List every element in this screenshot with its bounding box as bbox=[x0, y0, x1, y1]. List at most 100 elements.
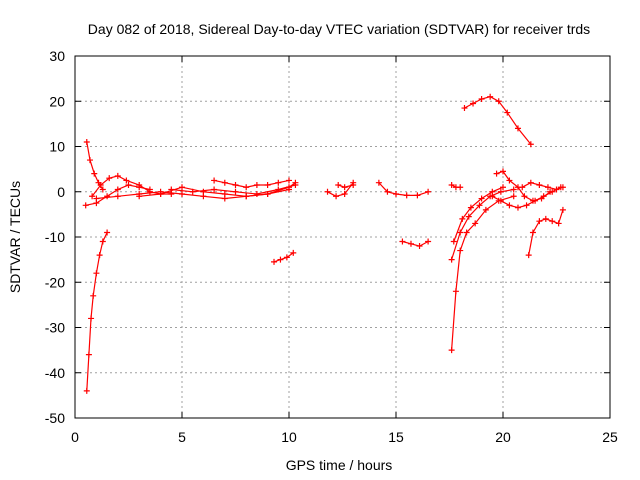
data-point bbox=[89, 193, 96, 200]
grid bbox=[75, 56, 610, 418]
series-trace bbox=[86, 232, 108, 391]
data-point bbox=[532, 197, 539, 204]
x-tick-label: 20 bbox=[495, 429, 511, 445]
data-point bbox=[393, 191, 399, 198]
data-point bbox=[341, 191, 348, 198]
data-point bbox=[384, 188, 391, 195]
data-point bbox=[514, 125, 521, 132]
data-point bbox=[540, 193, 547, 200]
data-point bbox=[448, 181, 455, 188]
series-arc-17 bbox=[448, 181, 464, 191]
data-point bbox=[527, 179, 534, 186]
data-point bbox=[99, 238, 106, 245]
data-point bbox=[211, 177, 218, 184]
data-point bbox=[414, 192, 421, 199]
series-arc-10 bbox=[324, 179, 357, 200]
data-point bbox=[93, 270, 100, 277]
data-point bbox=[549, 218, 556, 225]
data-point bbox=[97, 181, 104, 188]
data-point bbox=[350, 181, 357, 188]
data-point bbox=[452, 288, 459, 295]
series-trace bbox=[378, 182, 429, 196]
data-point bbox=[277, 256, 284, 263]
series-trace bbox=[327, 182, 354, 197]
data-point bbox=[83, 138, 90, 145]
data-point bbox=[493, 170, 500, 177]
y-axis-label: SDTVAR / TECUs bbox=[7, 181, 23, 293]
data-point bbox=[559, 206, 566, 213]
data-point bbox=[457, 184, 464, 191]
y-tick-label: -40 bbox=[45, 365, 65, 381]
data-point bbox=[85, 351, 92, 358]
data-point bbox=[495, 98, 502, 105]
data-point bbox=[519, 184, 526, 191]
data-point bbox=[529, 229, 536, 236]
series-trace bbox=[453, 186, 504, 242]
data-point bbox=[106, 175, 113, 182]
data-point bbox=[200, 188, 207, 195]
data-point bbox=[497, 197, 504, 204]
data-point bbox=[542, 215, 549, 222]
series-arc-21 bbox=[525, 206, 566, 259]
series-arc-16 bbox=[450, 184, 506, 245]
data-point bbox=[243, 184, 250, 191]
x-tick-label: 0 bbox=[71, 429, 79, 445]
series-arc-14 bbox=[448, 193, 517, 354]
y-tick-label: 30 bbox=[49, 48, 65, 64]
data-point bbox=[82, 202, 89, 209]
chart-title: Day 082 of 2018, Sidereal Day-to-day VTE… bbox=[88, 21, 590, 37]
data-point bbox=[275, 179, 282, 186]
data-point bbox=[399, 238, 406, 245]
data-point bbox=[461, 105, 468, 112]
data-point bbox=[375, 179, 382, 186]
series-arc-22 bbox=[519, 179, 566, 193]
data-point bbox=[283, 254, 290, 261]
data-point bbox=[478, 195, 485, 202]
data-point bbox=[333, 193, 340, 200]
series-arc-1 bbox=[83, 229, 111, 394]
data-point bbox=[286, 177, 292, 184]
series-arc-9 bbox=[271, 249, 297, 265]
data-point bbox=[275, 186, 282, 193]
data-point bbox=[123, 177, 130, 184]
axis-ticks bbox=[74, 55, 611, 419]
data-point bbox=[553, 186, 560, 193]
data-point bbox=[457, 247, 464, 254]
y-tick-labels: 30 20 10 0 -10 -20 -30 -40 -50 bbox=[45, 48, 65, 426]
data-point bbox=[555, 220, 562, 227]
series-trace bbox=[273, 252, 294, 263]
data-point bbox=[179, 184, 185, 191]
data-point bbox=[146, 188, 153, 195]
series-group bbox=[82, 93, 566, 394]
data-point bbox=[525, 252, 532, 259]
x-tick-label: 5 bbox=[178, 429, 186, 445]
data-point bbox=[510, 193, 517, 200]
data-point bbox=[253, 191, 260, 198]
data-point bbox=[472, 220, 479, 227]
data-point bbox=[290, 249, 297, 256]
data-point bbox=[527, 141, 534, 148]
data-point bbox=[425, 238, 432, 245]
series-arc-7 bbox=[168, 181, 299, 198]
data-point bbox=[168, 186, 175, 193]
x-tick-label: 10 bbox=[281, 429, 297, 445]
x-tick-label: 15 bbox=[388, 429, 404, 445]
data-point bbox=[88, 315, 95, 322]
data-point bbox=[500, 184, 506, 191]
data-point bbox=[221, 179, 228, 186]
series-trace bbox=[402, 240, 429, 247]
series-arc-11 bbox=[335, 181, 357, 191]
data-point bbox=[416, 243, 423, 250]
series-arc-18 bbox=[461, 93, 534, 148]
data-point bbox=[482, 206, 489, 213]
data-point bbox=[136, 193, 143, 200]
data-point bbox=[104, 229, 111, 236]
data-point bbox=[253, 181, 260, 188]
data-point bbox=[90, 292, 97, 299]
y-tick-label: -10 bbox=[45, 229, 65, 245]
data-point bbox=[500, 168, 506, 175]
series-arc-19 bbox=[493, 168, 554, 204]
data-point bbox=[510, 186, 517, 193]
data-point bbox=[157, 191, 164, 198]
